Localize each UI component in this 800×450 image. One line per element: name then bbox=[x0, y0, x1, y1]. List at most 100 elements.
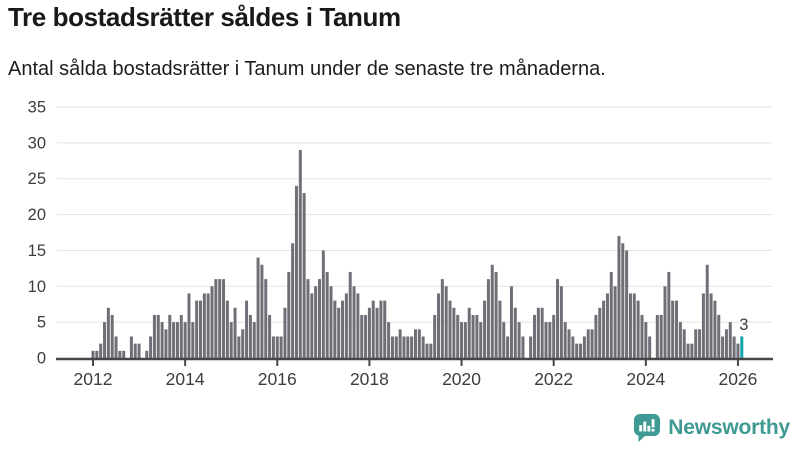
bar bbox=[621, 243, 625, 358]
bar bbox=[532, 314, 536, 358]
bar bbox=[448, 300, 452, 358]
bar bbox=[195, 300, 199, 358]
bar bbox=[659, 314, 663, 358]
bar bbox=[256, 257, 260, 358]
logo-bar-chart-glyph bbox=[639, 421, 651, 432]
x-tick-label: 2020 bbox=[442, 369, 481, 389]
last-value-annotation: 3 bbox=[739, 316, 748, 334]
bar bbox=[425, 343, 429, 358]
bar bbox=[579, 343, 583, 358]
bar bbox=[394, 336, 398, 358]
bar bbox=[333, 300, 337, 358]
bar bbox=[137, 343, 141, 358]
chart-subtitle: Antal sålda bostadsrätter i Tanum under … bbox=[8, 58, 606, 80]
bar bbox=[625, 250, 629, 358]
bar bbox=[279, 336, 283, 358]
bar bbox=[264, 279, 268, 358]
bar bbox=[371, 300, 375, 358]
bar bbox=[540, 307, 544, 358]
bar bbox=[671, 300, 675, 358]
bar bbox=[559, 286, 563, 358]
bar bbox=[598, 307, 602, 358]
bar bbox=[210, 286, 214, 358]
bar bbox=[567, 329, 571, 358]
bar bbox=[294, 185, 298, 358]
bar bbox=[287, 271, 291, 358]
bar bbox=[721, 336, 725, 358]
bar bbox=[302, 193, 306, 358]
bar-series bbox=[91, 150, 744, 358]
bar bbox=[736, 343, 740, 358]
bar bbox=[314, 286, 318, 358]
bar bbox=[318, 279, 322, 358]
y-tick-label: 20 bbox=[28, 206, 46, 224]
bar bbox=[225, 300, 229, 358]
grid-lines bbox=[57, 106, 772, 323]
bar bbox=[613, 286, 617, 358]
bar bbox=[356, 293, 360, 358]
bar bbox=[367, 307, 371, 358]
bar bbox=[709, 293, 713, 358]
bar bbox=[310, 293, 314, 358]
bar bbox=[106, 307, 110, 358]
bar bbox=[183, 322, 187, 358]
speech-bubble-shape bbox=[634, 414, 661, 442]
bar bbox=[114, 336, 118, 358]
bar bbox=[175, 322, 179, 358]
bar bbox=[229, 322, 233, 358]
bar bbox=[575, 343, 579, 358]
bar bbox=[483, 300, 487, 358]
bar bbox=[375, 307, 379, 358]
bar bbox=[605, 293, 609, 358]
bar bbox=[479, 322, 483, 358]
bar bbox=[694, 329, 698, 358]
bar bbox=[390, 336, 394, 358]
bar bbox=[548, 322, 552, 358]
bar bbox=[521, 336, 525, 358]
bar bbox=[617, 236, 621, 358]
bar bbox=[433, 314, 437, 358]
bar bbox=[682, 329, 686, 358]
bar bbox=[245, 300, 249, 358]
bar bbox=[402, 336, 406, 358]
bar bbox=[628, 293, 632, 358]
bar bbox=[594, 314, 598, 358]
bar bbox=[291, 243, 295, 358]
bar bbox=[421, 336, 425, 358]
bar bbox=[237, 336, 241, 358]
bar bbox=[475, 314, 479, 358]
bar bbox=[406, 336, 410, 358]
highlighted-bar bbox=[740, 336, 744, 358]
bar bbox=[444, 286, 448, 358]
bar bbox=[160, 322, 164, 358]
newsworthy-wordmark: Newsworthy bbox=[668, 416, 790, 439]
newsworthy-icon bbox=[634, 414, 661, 442]
bar bbox=[517, 322, 521, 358]
bar bbox=[698, 329, 702, 358]
y-tick-label: 10 bbox=[28, 278, 46, 296]
bar bbox=[529, 336, 533, 358]
bar bbox=[413, 329, 417, 358]
y-tick-label: 30 bbox=[28, 134, 46, 152]
bar bbox=[218, 279, 222, 358]
bar bbox=[149, 336, 153, 358]
bar bbox=[233, 307, 237, 358]
bar bbox=[91, 350, 95, 358]
bar bbox=[644, 322, 648, 358]
bar bbox=[513, 307, 517, 358]
bar bbox=[383, 300, 387, 358]
bar bbox=[133, 343, 137, 358]
bar bbox=[156, 314, 160, 358]
bar bbox=[306, 279, 310, 358]
bar bbox=[329, 286, 333, 358]
bar bbox=[118, 350, 122, 358]
bar bbox=[283, 307, 287, 358]
bar bbox=[379, 300, 383, 358]
bar bbox=[717, 314, 721, 358]
bar bbox=[271, 336, 275, 358]
bar bbox=[609, 271, 613, 358]
x-tick-label: 2022 bbox=[534, 369, 573, 389]
bar bbox=[556, 279, 560, 358]
last-value-label: 3 bbox=[739, 316, 748, 334]
bar bbox=[129, 336, 133, 358]
